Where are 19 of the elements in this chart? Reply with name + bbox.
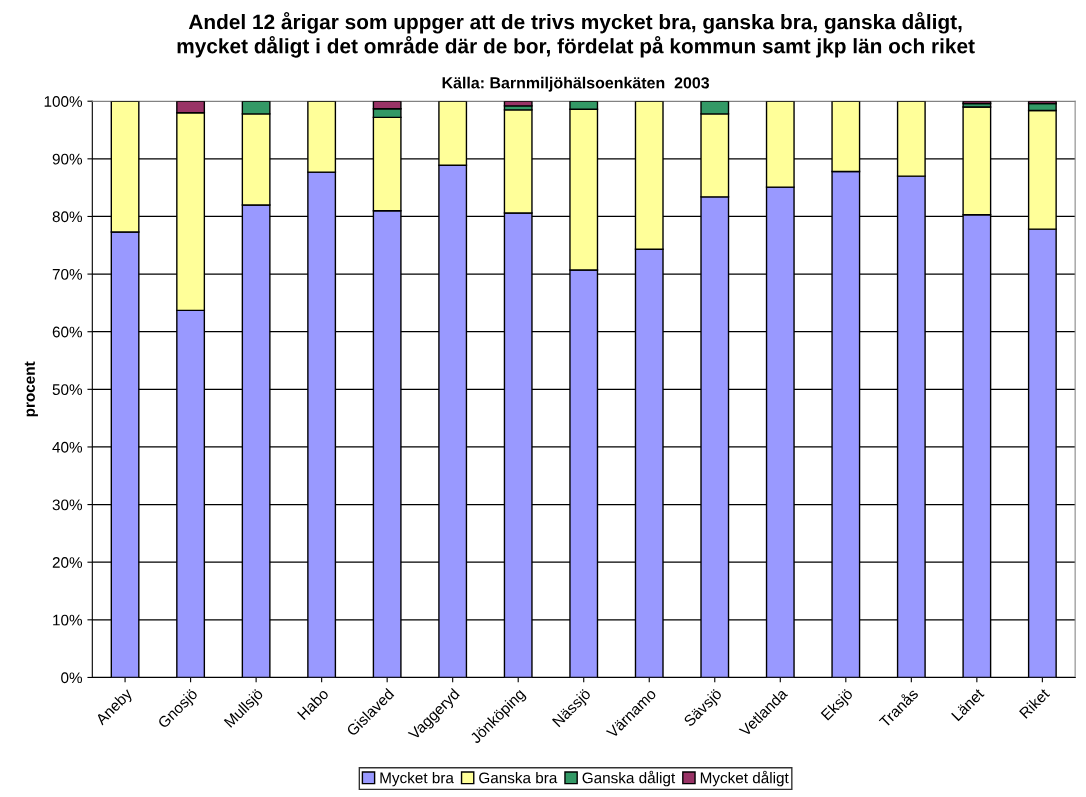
bar [503, 101, 533, 107]
chart-subtitle: Källa: Barnmiljöhälsoenkäten 2003 [442, 76, 710, 92]
y-tick-label: 100% [44, 96, 83, 107]
y-tick-label: 80% [52, 211, 83, 223]
y-tick-label: 10% [53, 614, 83, 626]
y-axis-title: procent [24, 361, 38, 417]
y-tick-label: 60% [52, 326, 83, 338]
legend-label: Ganska dåligt [582, 770, 676, 787]
y-tick-label: 90% [52, 153, 83, 165]
y-tick-label: 20% [52, 557, 83, 568]
y-tick-label: 50% [52, 384, 83, 396]
y-tick-label: 70% [52, 268, 83, 280]
legend-label: Ganska bra [479, 772, 558, 784]
y-tick-label: 0% [61, 672, 83, 684]
chart-title: Andel 12 årigar som uppger att de trivs mycket bra, ganska bra, ganska dåligt, mycket dåligt i det område där de bor, fördelat på kommun samt jkp län och riket [177, 11, 975, 58]
y-tick-label: 30% [52, 499, 83, 511]
y-tick-label: 40% [52, 441, 83, 453]
legend-label: Mycket dåligt [700, 770, 789, 787]
legend-label: Mycket bra [380, 772, 454, 787]
